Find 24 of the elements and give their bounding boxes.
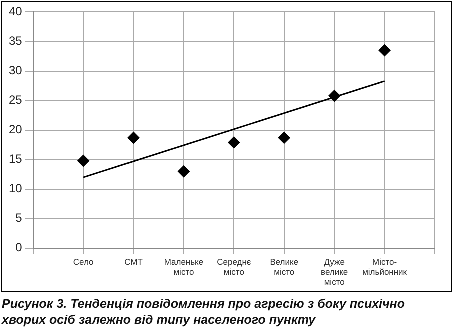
x-tick-label: СМТ — [124, 256, 143, 267]
y-tick-label: 30 — [8, 64, 23, 78]
x-tick-label: Дуже велике місто — [321, 256, 348, 288]
y-tick-label: 15 — [8, 152, 23, 166]
x-tick-label: Велике місто — [270, 256, 299, 278]
point — [378, 44, 391, 57]
y-tick-label: 40 — [8, 4, 23, 19]
x-tick-label: Село — [73, 256, 94, 267]
point — [178, 166, 190, 178]
y-tick-label: 0 — [16, 240, 23, 255]
y-tick-label: 35 — [8, 34, 23, 48]
y-tick-label: 5 — [16, 211, 23, 226]
x-tick-label: Місто-мільйонник — [362, 256, 408, 278]
y-tick-label: 20 — [8, 122, 23, 137]
point — [128, 132, 140, 144]
point — [328, 90, 341, 102]
y-tick-label: 10 — [8, 182, 23, 196]
text: Рисунок 3. Тенденція повідомлення про агресію з боку психічно хворих осіб залежно від типу населеного пункту — [2, 296, 406, 328]
point — [228, 136, 240, 149]
y-tick-label: 25 — [8, 93, 23, 108]
point — [78, 155, 90, 168]
x-tick-label: Маленьке місто — [164, 256, 204, 278]
point — [278, 132, 290, 144]
x-tick-label: Середнє місто — [217, 256, 252, 278]
